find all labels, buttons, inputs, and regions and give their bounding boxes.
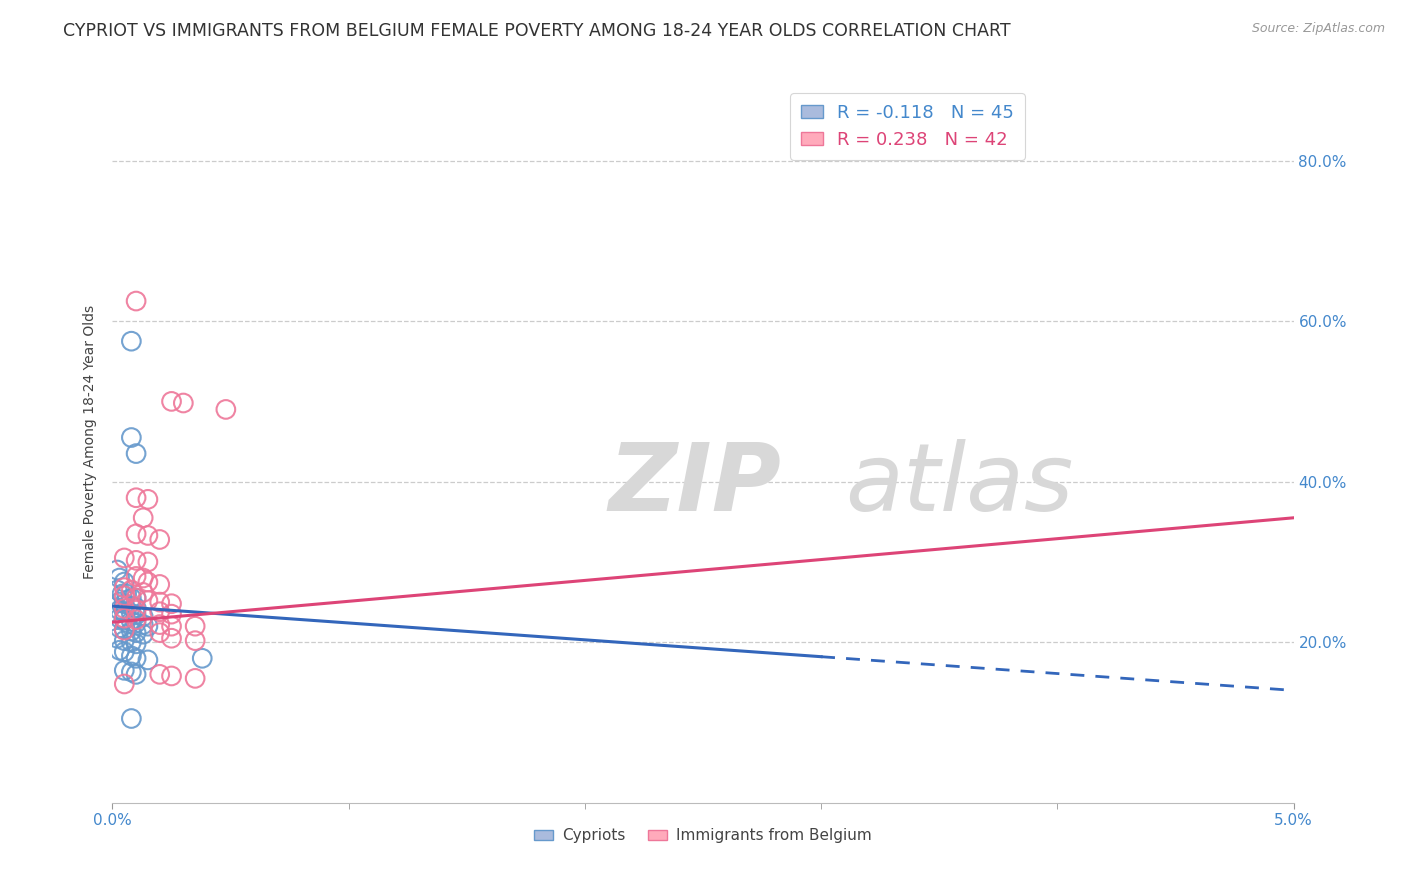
Point — [108, 603, 131, 617]
Text: Source: ZipAtlas.com: Source: ZipAtlas.com — [1251, 22, 1385, 36]
Point — [184, 619, 207, 633]
Point — [149, 625, 172, 640]
Point — [112, 623, 135, 637]
Point — [120, 648, 142, 663]
Point — [125, 637, 148, 651]
Point — [112, 633, 135, 648]
Text: ZIP: ZIP — [609, 439, 782, 531]
Point — [160, 632, 183, 646]
Point — [149, 595, 172, 609]
Point — [120, 607, 142, 621]
Point — [105, 563, 128, 577]
Point — [120, 583, 142, 598]
Point — [132, 627, 155, 641]
Point — [160, 669, 183, 683]
Point — [125, 603, 148, 617]
Point — [160, 607, 183, 621]
Point — [125, 526, 148, 541]
Point — [112, 623, 135, 637]
Point — [108, 595, 131, 609]
Point — [120, 599, 142, 614]
Point — [125, 591, 148, 605]
Point — [136, 528, 159, 542]
Point — [112, 589, 135, 603]
Point — [115, 587, 138, 601]
Point — [136, 653, 159, 667]
Y-axis label: Female Poverty Among 18-24 Year Olds: Female Poverty Among 18-24 Year Olds — [83, 304, 97, 579]
Point — [120, 665, 142, 679]
Point — [108, 621, 131, 635]
Point — [120, 712, 142, 726]
Point — [105, 632, 128, 646]
Point — [112, 597, 135, 611]
Point — [125, 625, 148, 640]
Point — [105, 583, 128, 598]
Point — [132, 571, 155, 585]
Point — [111, 587, 134, 601]
Point — [132, 609, 155, 624]
Point — [125, 569, 148, 583]
Point — [136, 619, 159, 633]
Point — [215, 402, 238, 417]
Point — [120, 334, 142, 348]
Point — [136, 492, 159, 507]
Point — [120, 635, 142, 649]
Legend: Cypriots, Immigrants from Belgium: Cypriots, Immigrants from Belgium — [529, 822, 877, 849]
Point — [132, 617, 155, 632]
Point — [125, 293, 148, 308]
Point — [108, 611, 131, 625]
Point — [136, 593, 159, 607]
Point — [112, 601, 135, 615]
Point — [172, 396, 194, 410]
Point — [120, 615, 142, 629]
Point — [184, 633, 207, 648]
Point — [125, 607, 148, 622]
Point — [112, 664, 135, 678]
Point — [160, 619, 183, 633]
Point — [149, 617, 172, 632]
Point — [149, 533, 172, 547]
Point — [108, 643, 131, 657]
Point — [112, 574, 135, 589]
Point — [125, 491, 148, 505]
Point — [125, 591, 148, 605]
Point — [125, 600, 148, 615]
Point — [125, 446, 148, 460]
Text: atlas: atlas — [845, 440, 1073, 531]
Point — [112, 581, 135, 595]
Point — [125, 651, 148, 665]
Point — [149, 605, 172, 619]
Point — [125, 613, 148, 627]
Point — [160, 394, 183, 409]
Point — [112, 613, 135, 627]
Text: CYPRIOT VS IMMIGRANTS FROM BELGIUM FEMALE POVERTY AMONG 18-24 YEAR OLDS CORRELAT: CYPRIOT VS IMMIGRANTS FROM BELGIUM FEMAL… — [63, 22, 1011, 40]
Point — [132, 585, 155, 599]
Point — [112, 611, 135, 625]
Point — [136, 574, 159, 589]
Point — [149, 577, 172, 591]
Point — [112, 550, 135, 566]
Point — [149, 667, 172, 681]
Point — [120, 624, 142, 638]
Point — [120, 591, 142, 605]
Point — [160, 597, 183, 611]
Point — [125, 615, 148, 630]
Point — [120, 430, 142, 444]
Point — [112, 677, 135, 691]
Point — [191, 651, 214, 665]
Point — [108, 571, 131, 585]
Point — [136, 555, 159, 569]
Point — [132, 510, 155, 524]
Point — [125, 667, 148, 681]
Point — [184, 671, 207, 685]
Point — [112, 645, 135, 659]
Point — [125, 553, 148, 567]
Point — [112, 605, 135, 619]
